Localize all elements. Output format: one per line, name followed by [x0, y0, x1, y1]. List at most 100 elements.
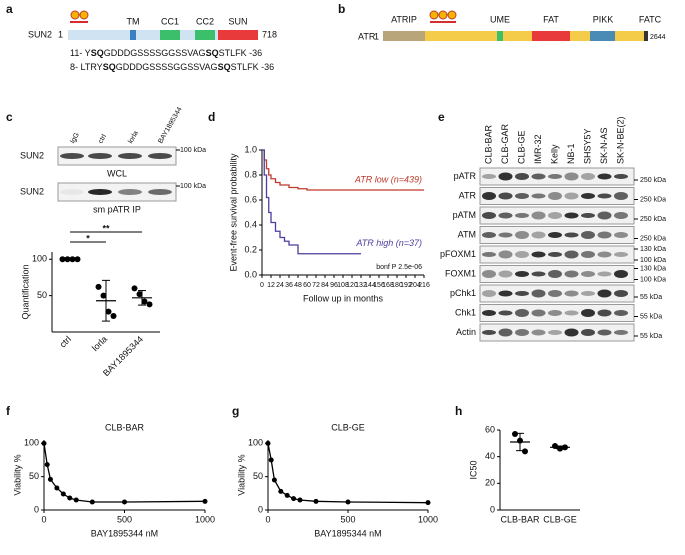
protein-label: pATR [454, 171, 477, 181]
band [597, 173, 612, 180]
band [614, 252, 628, 257]
band [531, 271, 546, 277]
band [531, 309, 546, 317]
band [548, 192, 562, 200]
x-tick-label: 1000 [418, 514, 438, 524]
band [597, 231, 612, 239]
band [498, 232, 513, 238]
band [614, 212, 628, 219]
band [548, 330, 562, 335]
marker-label: 100 kDa [640, 276, 666, 283]
band [482, 192, 496, 200]
band [482, 174, 496, 179]
fatc-domain [644, 31, 648, 41]
curve [43, 443, 206, 503]
site-underline [430, 21, 456, 23]
data-point [271, 477, 277, 483]
band [548, 232, 562, 238]
protein-label: SUN2 [20, 186, 44, 196]
lane-label: Kelly [549, 144, 559, 164]
data-point [110, 313, 117, 319]
data-point [60, 491, 66, 497]
band [531, 173, 546, 180]
lane-label: IMR-32 [533, 134, 543, 164]
marker-label: 55 kDa [640, 294, 662, 301]
data-point [345, 499, 351, 505]
band [564, 270, 579, 278]
band [564, 192, 579, 200]
tm-domain [130, 30, 136, 40]
band [597, 329, 612, 336]
band [148, 189, 172, 195]
band [581, 173, 595, 180]
y-tick-label: 100 [24, 438, 39, 448]
series-label: ATR high (n=37) [355, 238, 422, 248]
x-tick-label: 36 [285, 282, 293, 289]
band [88, 189, 112, 195]
protein-name: ATR [358, 31, 376, 41]
data-point [67, 495, 73, 501]
data-point [202, 498, 208, 504]
y-tick-label: 40 [485, 451, 495, 461]
data-point [265, 440, 271, 446]
band [548, 270, 562, 278]
blot-frame [57, 182, 177, 202]
protein-label: Actin [456, 327, 476, 337]
x-tick-label: 0 [265, 514, 270, 524]
chart-title: CLB-BAR [105, 422, 145, 432]
y-tick-label: 0.0 [244, 269, 257, 279]
protein-label: pFOXM1 [440, 249, 476, 259]
panel-label: f [6, 404, 11, 418]
band [515, 231, 529, 239]
band [564, 250, 579, 259]
panel-label: e [438, 110, 445, 124]
y-axis-label: Event-free survival probability [228, 153, 238, 272]
band [498, 192, 513, 200]
x-tick-label: 216 [418, 282, 430, 289]
domain-label: FATC [639, 14, 662, 24]
x-tick-label: CLB-GE [543, 514, 577, 524]
band [564, 212, 579, 219]
cc2-domain [195, 30, 215, 40]
survival-curve [262, 149, 361, 255]
y-tick-label: 0.8 [244, 169, 257, 179]
x-tick-label: 0 [41, 514, 46, 524]
sequence-part: 8- LTRY [70, 62, 103, 72]
band [482, 270, 496, 278]
data-point [278, 488, 284, 494]
band [581, 329, 595, 336]
marker-label: 100 kDa [180, 183, 206, 190]
sequence-part: SQ [91, 48, 104, 58]
blot-frame [479, 304, 635, 322]
x-axis-label: Follow up in months [303, 293, 384, 303]
band [482, 330, 496, 335]
data-point [105, 308, 112, 315]
lane-label: BAY1895344 [157, 106, 183, 145]
site-underline [70, 21, 88, 23]
lane-label: IgG [69, 132, 81, 145]
cc1-domain [160, 30, 180, 40]
band [548, 290, 562, 297]
y-axis-label: Quantification [20, 264, 30, 319]
panel-label: g [232, 404, 239, 418]
band [614, 310, 628, 316]
protein-label: FOXM1 [445, 268, 476, 278]
band [597, 193, 612, 199]
phospho-icon [429, 10, 439, 20]
band [482, 232, 496, 238]
x-tick-label: 48 [294, 282, 302, 289]
x-tick-label: 156 [373, 282, 385, 289]
domain-label: CC2 [196, 16, 214, 26]
band [531, 329, 546, 336]
band [564, 310, 579, 316]
y-tick-label: 0.4 [244, 219, 257, 229]
y-axis-label: Viability % [12, 454, 22, 495]
domain-label: CC1 [161, 16, 179, 26]
data-point [291, 496, 297, 502]
lane-label: CLB-GE [516, 130, 526, 164]
panel-label: b [338, 2, 345, 16]
x-tick-label: 500 [117, 514, 132, 524]
band [498, 212, 513, 219]
y-axis-label: Viability % [236, 454, 246, 495]
domain-label: ATRIP [391, 14, 417, 24]
